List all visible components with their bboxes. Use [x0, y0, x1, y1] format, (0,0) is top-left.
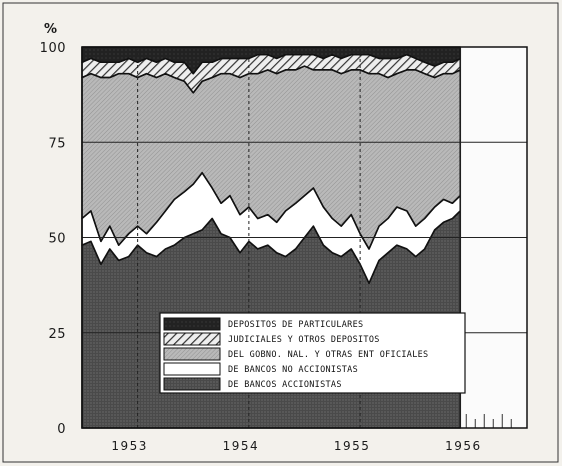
y-tick-label: 100 — [40, 41, 66, 56]
legend-label: DEL GOBNO. NAL. Y OTRAS ENT OFICIALES — [228, 350, 428, 360]
plot-frame — [81, 46, 528, 429]
y-tick-label: 75 — [48, 136, 66, 151]
legend: DEPOSITOS DE PARTICULARES JUDICIALES Y OT… — [159, 312, 466, 394]
y-tick-label: 50 — [48, 232, 66, 247]
legend-label: JUDICIALES Y OTROS DEPOSITOS — [228, 335, 380, 345]
x-tick-label: 1954 — [223, 439, 260, 453]
x-axis: 1953 1954 1955 1956 — [111, 439, 482, 453]
y-unit-label: % — [44, 22, 57, 37]
legend-swatch — [163, 362, 221, 376]
y-axis: 0 25 50 75 100 — [40, 41, 66, 437]
y-tick-label: 0 — [57, 422, 66, 437]
x-tick-label: 1953 — [111, 439, 148, 453]
x-tick-label: 1955 — [334, 439, 371, 453]
legend-label: DE BANCOS ACCIONISTAS — [228, 380, 342, 390]
legend-label: DEPOSITOS DE PARTICULARES — [228, 320, 363, 330]
x-tick-label: 1956 — [445, 439, 482, 453]
legend-swatch — [163, 317, 221, 331]
legend-label: DE BANCOS NO ACCIONISTAS — [228, 365, 358, 375]
y-tick-label: 25 — [48, 327, 66, 342]
legend-swatch — [163, 347, 221, 361]
legend-swatch — [163, 332, 221, 346]
legend-swatch — [163, 377, 221, 391]
